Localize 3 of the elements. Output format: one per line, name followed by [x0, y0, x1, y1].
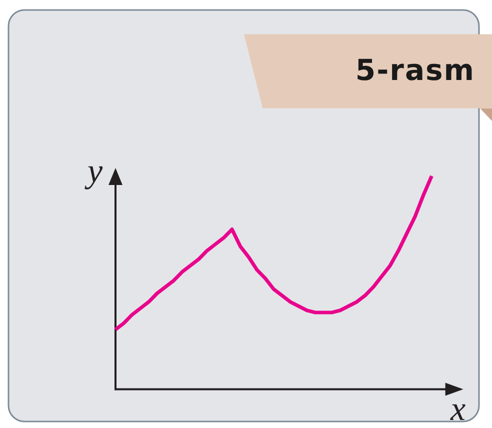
chart-title: 5-rasm	[355, 53, 475, 87]
y-axis-title: y	[84, 153, 104, 190]
x-axis-title: x	[449, 391, 466, 428]
